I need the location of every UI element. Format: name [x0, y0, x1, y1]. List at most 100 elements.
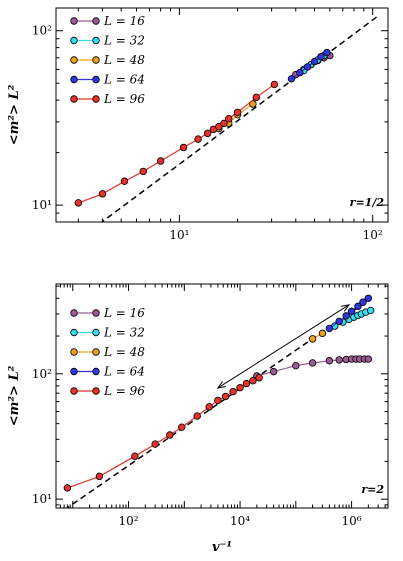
legend-marker — [70, 75, 78, 84]
y-axis-label: <m²> L² — [7, 84, 22, 145]
legend-marker — [70, 348, 78, 356]
data-point — [194, 135, 202, 143]
x-axis-label: v⁻¹ — [212, 540, 232, 555]
x-tick-label: 10⁶ — [342, 514, 362, 528]
legend-marker — [92, 95, 100, 103]
data-point — [214, 396, 222, 405]
data-point — [269, 367, 278, 376]
data-point — [255, 374, 263, 382]
axis-tick-labels: 10¹ 10² 10¹ 10² — [32, 24, 383, 242]
x-tick-label: 10¹ — [169, 228, 189, 242]
legend-marker — [70, 309, 78, 317]
legend-label: L = 64 — [103, 73, 145, 87]
data-point — [366, 306, 375, 315]
data-point — [317, 52, 325, 61]
legend-item: L = 16 — [70, 306, 145, 320]
legend-item: L = 48 — [70, 53, 145, 67]
legend-marker — [92, 309, 100, 317]
data-point — [310, 57, 319, 66]
x-tick-label: 10² — [363, 228, 383, 242]
data-point — [252, 93, 261, 102]
legend-marker — [70, 95, 78, 103]
data-point — [354, 302, 362, 311]
legend-label: L = 96 — [103, 92, 145, 106]
data-point — [325, 324, 334, 333]
legend-item: L = 32 — [70, 34, 145, 48]
legend-marker — [70, 367, 78, 376]
data-point — [63, 484, 72, 492]
data-point — [131, 452, 139, 460]
data-point — [220, 119, 228, 128]
data-point — [287, 75, 296, 83]
legend-marker — [70, 387, 78, 395]
data-point — [318, 329, 327, 338]
data-point — [221, 392, 230, 401]
legend-marker — [70, 17, 78, 25]
legend-marker — [92, 328, 100, 337]
axis-ticks — [56, 8, 388, 223]
legend-label: L = 32 — [103, 34, 145, 48]
y-tick-label: 10² — [32, 367, 52, 381]
data-point — [308, 359, 317, 367]
legend-label: L = 32 — [103, 326, 145, 340]
legend-item: L = 64 — [70, 73, 145, 87]
data-point — [156, 157, 165, 165]
data-point — [342, 312, 350, 320]
data-point — [308, 335, 317, 343]
data-point — [296, 68, 304, 77]
data-point — [323, 48, 331, 57]
legend: L = 16 L = 32 L = 48 L = 64 L = 96 — [70, 306, 145, 398]
plot-frame — [55, 283, 389, 509]
data-point — [151, 440, 159, 448]
y-tick-label: 10¹ — [32, 492, 52, 506]
dashed-guide-line — [100, 16, 378, 222]
legend-label: L = 16 — [103, 306, 145, 320]
data-point — [325, 357, 334, 365]
data-point — [98, 190, 107, 198]
data-point — [242, 379, 251, 388]
plot-content — [63, 294, 375, 508]
legend-marker — [92, 367, 100, 376]
dashed-guide-line — [65, 308, 357, 508]
data-point — [347, 307, 356, 315]
data-point — [303, 63, 312, 71]
data-point — [229, 387, 237, 396]
legend: L = 16 L = 32 L = 48 L = 64 L = 96 — [70, 14, 145, 106]
data-point — [193, 412, 201, 420]
legend-item: L = 16 — [70, 14, 145, 28]
plot-frame — [55, 7, 389, 223]
legend-label: L = 96 — [103, 384, 145, 398]
plot-content — [74, 16, 378, 222]
data-point — [178, 423, 186, 431]
legend-marker — [70, 328, 78, 337]
x-tick-label: 10² — [118, 514, 138, 528]
data-point — [166, 431, 174, 439]
legend-marker — [92, 348, 100, 356]
data-point — [359, 298, 367, 306]
x-tick-label: 10⁴ — [230, 514, 250, 528]
y-tick-label: 10¹ — [32, 198, 52, 212]
data-point — [335, 317, 343, 326]
legend-marker — [70, 56, 78, 64]
legend-marker — [92, 387, 100, 395]
legend-item: L = 48 — [70, 345, 145, 359]
data-point — [203, 129, 212, 138]
legend-item: L = 96 — [70, 92, 145, 106]
data-point — [205, 403, 213, 411]
data-point — [74, 199, 83, 207]
data-point — [139, 167, 147, 176]
panel-label: r=1/2 — [350, 196, 385, 209]
legend-marker — [92, 36, 100, 45]
panel-label: r=2 — [361, 483, 384, 496]
data-point — [95, 472, 104, 481]
data-point — [335, 356, 343, 364]
legend-label: L = 64 — [103, 365, 145, 379]
arrow-annotation — [216, 304, 351, 389]
axis-ticks — [55, 284, 388, 508]
data-point — [225, 114, 233, 123]
data-point — [364, 294, 373, 302]
legend-item: L = 96 — [70, 384, 145, 398]
